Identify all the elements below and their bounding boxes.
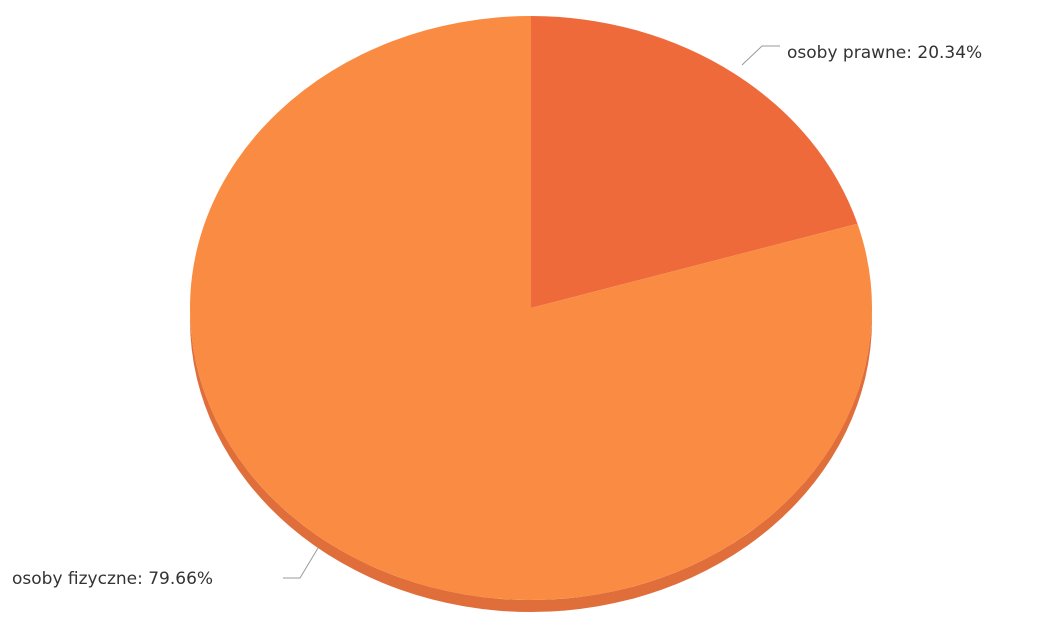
slice-leader-line-osoby-fizyczne	[283, 547, 319, 579]
slice-leader-line-osoby-prawne	[741, 45, 780, 66]
slice-label-osoby-fizyczne: osoby fizyczne: 79.66%	[12, 569, 213, 589]
pie-slice-osoby-fizyczne[interactable]	[189, 16, 872, 600]
pie-slices	[189, 16, 872, 600]
slice-label-osoby-prawne: osoby prawne: 20.34%	[787, 43, 982, 63]
pie-slice-osoby-prawne[interactable]	[531, 16, 858, 308]
